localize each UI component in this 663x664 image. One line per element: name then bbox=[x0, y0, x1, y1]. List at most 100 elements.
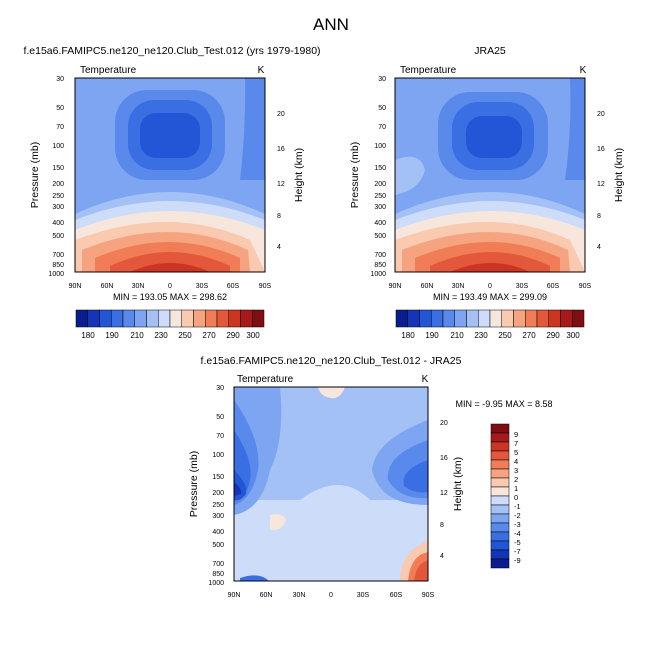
model-panel-title: f.e15a6.FAMIPC5.ne120_ne120.Club_Test.01… bbox=[23, 45, 320, 57]
colorbar-swatch bbox=[513, 309, 526, 328]
obs-y2label: Height (km) bbox=[613, 148, 625, 202]
colorbar-swatch bbox=[490, 504, 510, 515]
model-xtick-label: 60N bbox=[101, 283, 114, 290]
colorbar-swatch bbox=[99, 309, 112, 328]
model-stats: MIN = 193.05 MAX = 298.62 bbox=[113, 292, 227, 302]
diff-stats: MIN = -9.95 MAX = 8.58 bbox=[455, 399, 552, 409]
panel-obs: JRA25 Temperature K 30 50 70 100 150 bbox=[349, 45, 625, 340]
obs-x-axis: 90N 60N 30N 0 30S 60S 90S bbox=[389, 283, 592, 290]
contour-band-8 bbox=[450, 263, 530, 272]
diff-y2tick-label: 16 bbox=[440, 455, 448, 462]
diff-contour-field bbox=[234, 387, 428, 581]
diff-cbar-label: 3 bbox=[514, 466, 518, 475]
model-ytick-label: 70 bbox=[56, 124, 64, 131]
colorbar-swatch bbox=[466, 309, 479, 328]
obs-xtick-label: 30N bbox=[452, 283, 465, 290]
colorbar-swatch bbox=[252, 309, 265, 328]
obs-ytick-label: 50 bbox=[378, 105, 386, 112]
model-ytick-label: 300 bbox=[52, 204, 64, 211]
contour-cold-core bbox=[140, 113, 200, 158]
colorbar-swatch bbox=[490, 423, 510, 434]
model-cbar-label: 250 bbox=[178, 331, 192, 340]
model-cbar-label: 190 bbox=[105, 331, 119, 340]
colorbar-swatch bbox=[146, 309, 159, 328]
model-y2tick-label: 4 bbox=[277, 244, 281, 251]
model-units-label: K bbox=[258, 65, 265, 76]
diff-y2-axis: 20 16 12 8 4 bbox=[440, 420, 448, 560]
obs-cbar-label: 190 bbox=[425, 331, 439, 340]
diff-y2tick-label: 12 bbox=[440, 490, 448, 497]
obs-ytick-label: 150 bbox=[374, 165, 386, 172]
model-ytick-label: 850 bbox=[52, 262, 64, 269]
diff-x-axis: 90N 60N 30N 0 30S 60S 90S bbox=[228, 592, 435, 599]
diff-variable-label: Temperature bbox=[237, 374, 294, 385]
model-ytick-label: 100 bbox=[52, 143, 64, 150]
colorbar-swatch bbox=[193, 309, 206, 328]
obs-colorbar: 180 190 210 230 250 270 290 300 bbox=[395, 309, 585, 340]
diff-cbar-label: 2 bbox=[514, 475, 518, 484]
model-xtick-label: 60S bbox=[227, 283, 240, 290]
obs-ytick-label: 500 bbox=[374, 233, 386, 240]
contour-band-7 bbox=[110, 252, 230, 272]
colorbar-swatch bbox=[490, 531, 510, 542]
colorbar-swatch bbox=[111, 309, 124, 328]
model-contour-field bbox=[75, 78, 265, 272]
model-ytick-label: 500 bbox=[52, 233, 64, 240]
diff-units-label: K bbox=[422, 374, 429, 385]
diff-ytick-label: 150 bbox=[212, 474, 224, 481]
diff-ytick-label: 200 bbox=[212, 490, 224, 497]
diff-xtick-label: 0 bbox=[329, 592, 333, 599]
colorbar-swatch bbox=[395, 309, 408, 328]
panel-model: f.e15a6.FAMIPC5.ne120_ne120.Club_Test.01… bbox=[23, 45, 320, 340]
obs-ytick-label: 250 bbox=[374, 193, 386, 200]
model-ytick-label: 1000 bbox=[48, 271, 64, 278]
obs-plot-frame bbox=[394, 77, 586, 273]
diff-y2tick-label: 4 bbox=[440, 553, 444, 560]
model-plot-frame bbox=[74, 77, 266, 273]
model-y2label: Height (km) bbox=[293, 148, 305, 202]
model-ytick-label: 150 bbox=[52, 165, 64, 172]
contour-polar-high bbox=[240, 78, 265, 180]
model-ytick-label: 700 bbox=[52, 252, 64, 259]
model-variable-label: Temperature bbox=[80, 65, 137, 76]
diff-y2label: Height (km) bbox=[452, 457, 464, 511]
colorbar-swatch bbox=[490, 540, 510, 551]
obs-ytick-label: 400 bbox=[374, 220, 386, 227]
colorbar-swatch bbox=[134, 309, 147, 328]
colorbar-swatch bbox=[478, 309, 491, 328]
obs-ytick-label: 30 bbox=[378, 76, 386, 83]
obs-units-label: K bbox=[580, 65, 587, 76]
colorbar-swatch bbox=[501, 309, 514, 328]
colorbar-swatch bbox=[181, 309, 194, 328]
diff-ylabel: Pressure (mb) bbox=[188, 451, 200, 518]
diff-colorbar: 9 7 5 4 3 2 1 0 -1 -2 -3 -4 -5 -7 -9 bbox=[490, 423, 521, 569]
model-xtick-label: 90N bbox=[69, 283, 82, 290]
obs-xtick-label: 0 bbox=[488, 283, 492, 290]
obs-xtick-label: 90S bbox=[579, 283, 592, 290]
diff-colorbar-labels: 9 7 5 4 3 2 1 0 -1 -2 -3 -4 -5 -7 -9 bbox=[514, 430, 521, 565]
model-cbar-label: 180 bbox=[81, 331, 95, 340]
diff-xtick-label: 60N bbox=[260, 592, 273, 599]
colorbar-swatch bbox=[489, 309, 502, 328]
diff-ytick-label: 250 bbox=[212, 502, 224, 509]
colorbar-swatch bbox=[169, 309, 182, 328]
obs-cbar-label: 230 bbox=[474, 331, 488, 340]
colorbar-swatch bbox=[490, 549, 510, 560]
model-x-axis: 90N 60N 30N 0 30S 60S 90S bbox=[69, 283, 272, 290]
diff-ytick-label: 500 bbox=[212, 542, 224, 549]
obs-y-axis: 30 50 70 100 150 200 250 300 400 500 700… bbox=[370, 76, 386, 278]
obs-cbar-label: 210 bbox=[450, 331, 464, 340]
colorbar-swatch bbox=[490, 459, 510, 470]
diff-cbar-label: -4 bbox=[514, 529, 521, 538]
colorbar-swatch bbox=[560, 309, 573, 328]
obs-ytick-label: 70 bbox=[378, 124, 386, 131]
diff-plot-frame bbox=[233, 386, 429, 582]
contour-right-neg-3 bbox=[403, 460, 428, 493]
colorbar-swatch bbox=[419, 309, 432, 328]
colorbar-swatch bbox=[442, 309, 455, 328]
obs-contour-field bbox=[395, 78, 585, 272]
model-cbar-label: 300 bbox=[246, 331, 260, 340]
colorbar-swatch bbox=[158, 309, 171, 328]
diff-ytick-label: 300 bbox=[212, 513, 224, 520]
model-xtick-label: 30N bbox=[132, 283, 145, 290]
